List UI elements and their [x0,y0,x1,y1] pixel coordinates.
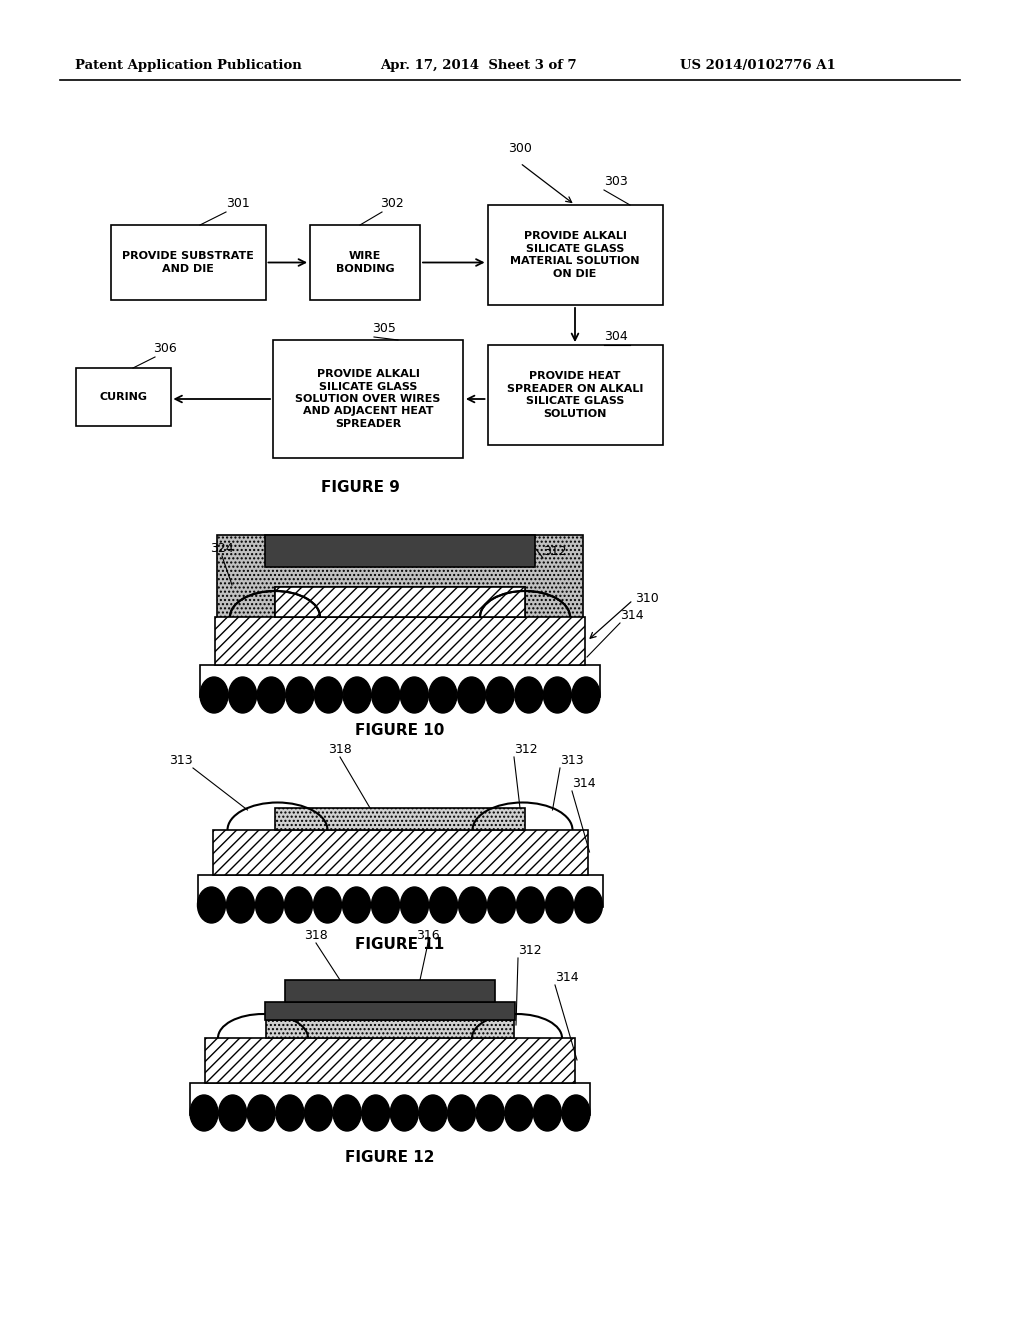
Text: PROVIDE SUBSTRATE
AND DIE: PROVIDE SUBSTRATE AND DIE [122,251,254,273]
Text: 314: 314 [620,609,644,622]
Ellipse shape [256,887,284,923]
Ellipse shape [486,677,514,713]
Bar [213,830,588,875]
Ellipse shape [419,1096,446,1131]
Bar [200,665,600,697]
Text: 302: 302 [380,197,403,210]
Ellipse shape [544,677,571,713]
Bar [285,979,495,1002]
Bar [275,587,525,616]
Ellipse shape [447,1096,475,1131]
Text: US 2014/0102776 A1: US 2014/0102776 A1 [680,58,836,71]
Ellipse shape [534,1096,561,1131]
Text: CURING: CURING [99,392,147,403]
Ellipse shape [372,887,399,923]
Text: PROVIDE ALKALI
SILICATE GLASS
SOLUTION OVER WIRES
AND ADJACENT HEAT
SPREADER: PROVIDE ALKALI SILICATE GLASS SOLUTION O… [295,370,440,429]
Text: 314: 314 [572,777,596,789]
Text: 304: 304 [604,330,628,343]
Ellipse shape [476,1096,504,1131]
Text: 301: 301 [226,197,250,210]
Bar [190,1082,590,1115]
Ellipse shape [198,887,225,923]
Text: 303: 303 [604,176,628,187]
Bar [310,224,420,300]
Text: 316: 316 [449,543,472,554]
Ellipse shape [390,1096,419,1131]
Text: 310: 310 [635,591,658,605]
Ellipse shape [257,677,286,713]
Ellipse shape [400,677,428,713]
Ellipse shape [304,1096,333,1131]
Ellipse shape [429,887,458,923]
Text: 312: 312 [518,944,542,957]
Text: FIGURE 9: FIGURE 9 [321,480,399,495]
Ellipse shape [342,887,371,923]
Ellipse shape [361,1096,390,1131]
Ellipse shape [228,677,257,713]
Text: FIGURE 12: FIGURE 12 [345,1150,435,1166]
Bar [265,535,535,568]
Bar [487,345,663,445]
Ellipse shape [190,1096,218,1131]
Bar [266,1020,514,1038]
Ellipse shape [226,887,255,923]
Bar [275,587,525,616]
Text: 318: 318 [328,743,352,756]
Bar [205,1038,575,1082]
Ellipse shape [572,677,600,713]
Ellipse shape [343,677,371,713]
Text: 324: 324 [210,543,233,554]
Text: PROVIDE ALKALI
SILICATE GLASS
MATERIAL SOLUTION
ON DIE: PROVIDE ALKALI SILICATE GLASS MATERIAL S… [510,231,640,279]
Ellipse shape [313,887,341,923]
Ellipse shape [286,677,313,713]
Bar [217,535,583,635]
Ellipse shape [562,1096,590,1131]
Bar [198,875,602,907]
Text: 300: 300 [508,143,531,154]
Text: PROVIDE HEAT
SPREADER ON ALKALI
SILICATE GLASS
SOLUTION: PROVIDE HEAT SPREADER ON ALKALI SILICATE… [507,371,643,418]
Ellipse shape [247,1096,275,1131]
Ellipse shape [487,887,515,923]
Ellipse shape [516,887,545,923]
Text: 312: 312 [543,545,566,558]
Ellipse shape [372,677,399,713]
Text: 313: 313 [169,754,193,767]
Ellipse shape [333,1096,361,1131]
Ellipse shape [275,1096,304,1131]
Text: 306: 306 [153,342,177,355]
Text: 318: 318 [304,929,328,942]
Ellipse shape [546,887,573,923]
Text: 313: 313 [560,754,584,767]
Text: FIGURE 10: FIGURE 10 [355,723,444,738]
Ellipse shape [459,887,486,923]
Ellipse shape [505,1096,532,1131]
Text: Patent Application Publication: Patent Application Publication [75,58,302,71]
Ellipse shape [400,887,428,923]
Text: 316: 316 [416,929,440,942]
Ellipse shape [429,677,457,713]
Text: 320: 320 [344,541,368,554]
Ellipse shape [285,887,312,923]
Bar [215,616,585,665]
Bar [265,1002,515,1020]
Ellipse shape [515,677,543,713]
Ellipse shape [200,677,228,713]
Ellipse shape [458,677,485,713]
Ellipse shape [574,887,602,923]
Bar [76,368,171,426]
Text: FIGURE 11: FIGURE 11 [355,937,444,952]
Bar [273,341,463,458]
Text: Apr. 17, 2014  Sheet 3 of 7: Apr. 17, 2014 Sheet 3 of 7 [380,58,577,71]
Text: 312: 312 [514,743,538,756]
Ellipse shape [314,677,342,713]
Bar [111,224,265,300]
Bar [487,205,663,305]
Bar [275,808,525,830]
Text: WIRE
BONDING: WIRE BONDING [336,251,394,273]
Ellipse shape [218,1096,247,1131]
Text: 305: 305 [372,322,396,335]
Text: 314: 314 [555,972,579,983]
